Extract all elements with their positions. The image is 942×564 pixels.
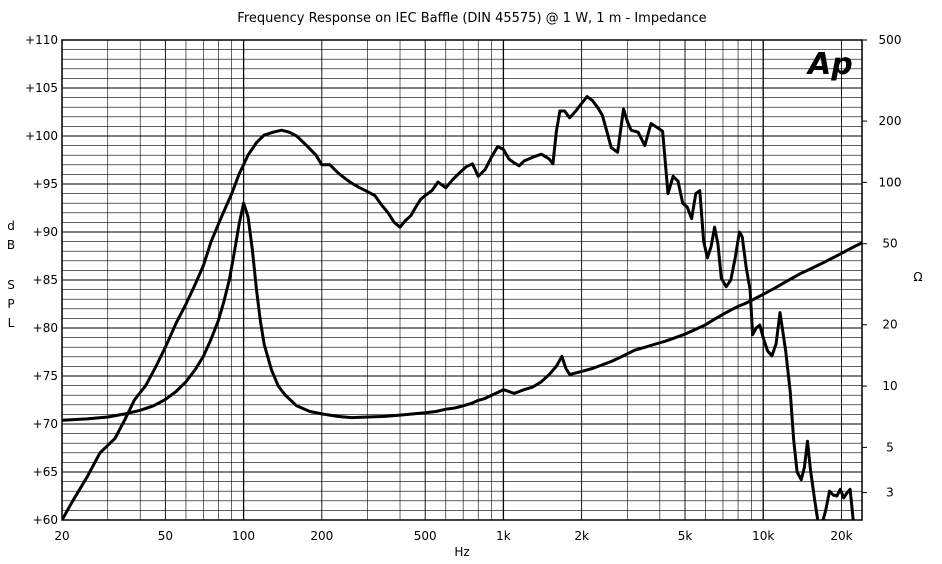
y-left-tick-labels: +110 +105 +100 +95 +90 +85 +80 +75 +70 +65 +60: [25, 33, 58, 527]
y-left-tick-label: +105: [25, 81, 58, 95]
y-right-tick-label: 3: [886, 486, 894, 500]
y-left-tick-label: +60: [33, 513, 58, 527]
x-tick-label: 20: [54, 529, 69, 543]
x-tick-label: 20k: [830, 529, 852, 543]
x-tick-label: 1k: [496, 529, 511, 543]
x-tick-label: 5k: [678, 529, 693, 543]
y-left-label-char: P: [7, 297, 14, 311]
y-left-label-char: B: [7, 238, 15, 252]
y-right-tick-label: 20: [882, 318, 897, 332]
y-left-tick-label: +70: [33, 417, 58, 431]
x-tick-labels: 20 50 100 200 500 1k 2k 5k 10k 20k: [54, 529, 852, 543]
y-right-tick-label: 10: [882, 379, 897, 393]
minor-grid: [62, 40, 862, 520]
y-left-label-char: S: [7, 278, 15, 292]
x-axis-label: Hz: [454, 545, 469, 559]
y-right-tick-label: 100: [879, 175, 902, 189]
x-tick-label: 200: [310, 529, 333, 543]
y-right-tick-labels: 500 200 100 50 20 10 5 3: [862, 33, 901, 500]
x-tick-label: 10k: [752, 529, 774, 543]
y-right-tick-label: 200: [879, 114, 902, 128]
y-left-tick-label: +65: [33, 465, 58, 479]
y-left-tick-label: +85: [33, 273, 58, 287]
impedance-curve: [62, 201, 862, 422]
y-left-tick-label: +95: [33, 177, 58, 191]
x-tick-label: 100: [232, 529, 255, 543]
y-right-tick-label: 500: [879, 33, 902, 47]
x-tick-label: 2k: [574, 529, 589, 543]
x-tick-label: 500: [414, 529, 437, 543]
y-left-label-char: d: [7, 219, 15, 233]
y-left-tick-label: +80: [33, 321, 58, 335]
y-left-tick-label: +75: [33, 369, 58, 383]
spl-curve: [62, 95, 855, 520]
y-left-tick-label: +90: [33, 225, 58, 239]
plot-frame: [61, 39, 863, 521]
chart-title: Frequency Response on IEC Baffle (DIN 45…: [237, 11, 706, 26]
y-left-tick-label: +100: [25, 129, 58, 143]
ap-logo: Ap: [806, 47, 853, 82]
x-tick-label: 50: [158, 529, 173, 543]
major-grid: [62, 40, 862, 520]
series-layer: [62, 95, 862, 520]
y-left-axis-label: dB SPL: [7, 219, 15, 330]
y-right-tick-label: 50: [882, 237, 897, 251]
y-right-axis-label: Ω: [913, 270, 922, 284]
y-left-tick-label: +110: [25, 33, 58, 47]
y-left-label-char: L: [8, 316, 15, 330]
y-right-tick-label: 5: [886, 440, 894, 454]
